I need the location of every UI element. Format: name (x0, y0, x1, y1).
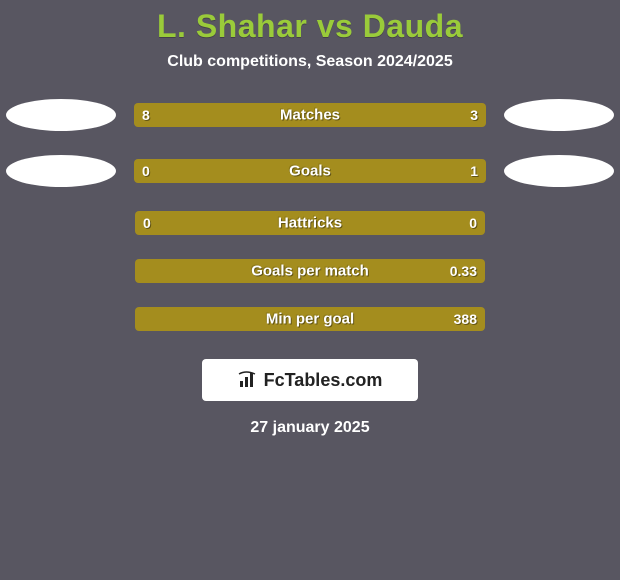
stat-row: Goals per match 0.33 (135, 259, 485, 283)
stat-bar: 8 Matches 3 (134, 103, 486, 127)
subtitle: Club competitions, Season 2024/2025 (167, 53, 452, 71)
brand-label: FcTables.com (264, 370, 383, 391)
barchart-icon (238, 371, 258, 389)
team-left-logo (6, 99, 116, 131)
page-title: L. Shahar vs Dauda (157, 8, 463, 45)
stat-left-value: 8 (142, 107, 150, 123)
date-label: 27 january 2025 (250, 419, 369, 437)
stat-bar: 0 Hattricks 0 (135, 211, 485, 235)
brand-badge[interactable]: FcTables.com (202, 359, 418, 401)
stat-right-value: 0.33 (450, 263, 477, 279)
stat-bar: Min per goal 388 (135, 307, 485, 331)
team-right-logo (504, 99, 614, 131)
stat-label: Hattricks (278, 215, 342, 232)
stat-right-value: 3 (470, 107, 478, 123)
stat-row: 0 Hattricks 0 (135, 211, 485, 235)
stat-left-value: 0 (142, 163, 150, 179)
stat-right-value: 1 (470, 163, 478, 179)
stat-right-value: 0 (469, 215, 477, 231)
stat-row: 8 Matches 3 (0, 99, 620, 131)
stat-label: Matches (280, 107, 340, 124)
stat-bar: Goals per match 0.33 (135, 259, 485, 283)
stat-right-value: 388 (454, 311, 477, 327)
chart-container: L. Shahar vs Dauda Club competitions, Se… (0, 0, 620, 580)
stat-bar: 0 Goals 1 (134, 159, 486, 183)
team-right-logo (504, 155, 614, 187)
stat-row: Min per goal 388 (135, 307, 485, 331)
team-left-logo (6, 155, 116, 187)
stat-left-value: 0 (143, 215, 151, 231)
stat-label: Min per goal (266, 311, 354, 328)
stat-row: 0 Goals 1 (0, 155, 620, 187)
stat-label: Goals per match (251, 263, 369, 280)
stat-label: Goals (289, 163, 331, 180)
